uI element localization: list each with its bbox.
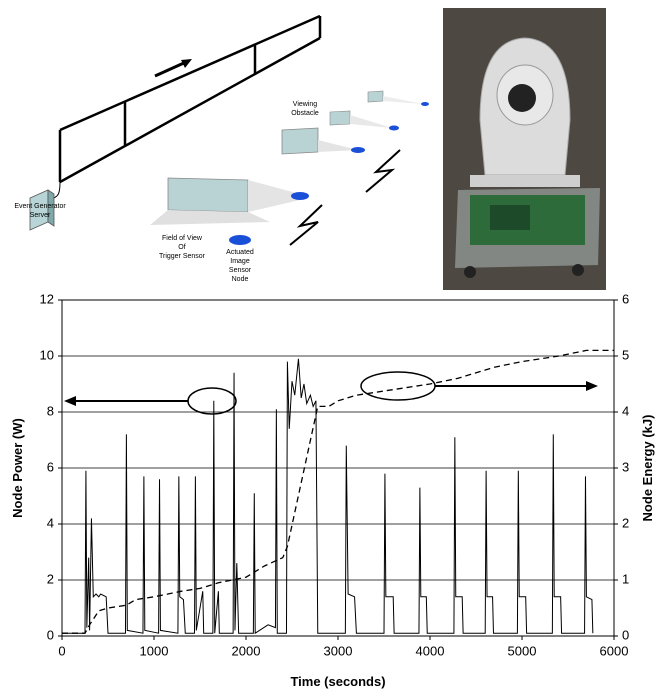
annotations [64, 371, 598, 415]
y-axis-title: Node Power (W) [10, 418, 25, 518]
y2-tick-label: 3 [622, 459, 629, 474]
data-line [62, 349, 614, 634]
y-tick-label: 10 [40, 347, 54, 362]
y-tick-label: 2 [47, 571, 54, 586]
x-axis-title: Time (seconds) [290, 674, 385, 689]
camera-photo [443, 8, 606, 290]
y-tick-label: 4 [47, 515, 54, 530]
y2-tick-label: 1 [622, 571, 629, 586]
y-tick-label: 0 [47, 627, 54, 642]
y2-tick-label: 6 [622, 291, 629, 306]
y-tick-label: 6 [47, 459, 54, 474]
x-tick-label: 2000 [232, 643, 261, 658]
y2-tick-label: 2 [622, 515, 629, 530]
diagram-label: Of [178, 244, 185, 251]
y2-tick-label: 4 [622, 403, 629, 418]
diagram-label: Field of View [162, 235, 203, 242]
x-tick-label: 0 [58, 643, 65, 658]
y2-axis-title: Node Energy (kJ) [640, 415, 655, 522]
y-tick-label: 8 [47, 403, 54, 418]
diagram-label: Image [230, 258, 250, 265]
x-tick-label: 5000 [508, 643, 537, 658]
diagram-label: Trigger Sensor [159, 253, 206, 260]
diagram-label: Sensor [229, 267, 252, 274]
y2-tick-label: 5 [622, 347, 629, 362]
diagram-label: Actuated [226, 249, 254, 256]
y2-tick-label: 0 [622, 627, 629, 642]
diagram-label: Node [232, 276, 249, 283]
x-tick-label: 3000 [324, 643, 353, 658]
diagram-label: Server [30, 212, 51, 219]
y-tick-label: 12 [40, 291, 54, 306]
x-tick-label: 4000 [416, 643, 445, 658]
data-line [62, 358, 594, 635]
x-tick-label: 1000 [140, 643, 169, 658]
diagram-label: Obstacle [291, 110, 319, 117]
diagram-label: Event Generator [14, 203, 66, 210]
x-tick-label: 6000 [600, 643, 629, 658]
network-diagram [29, 14, 429, 246]
diagram-label: Viewing [293, 101, 317, 108]
